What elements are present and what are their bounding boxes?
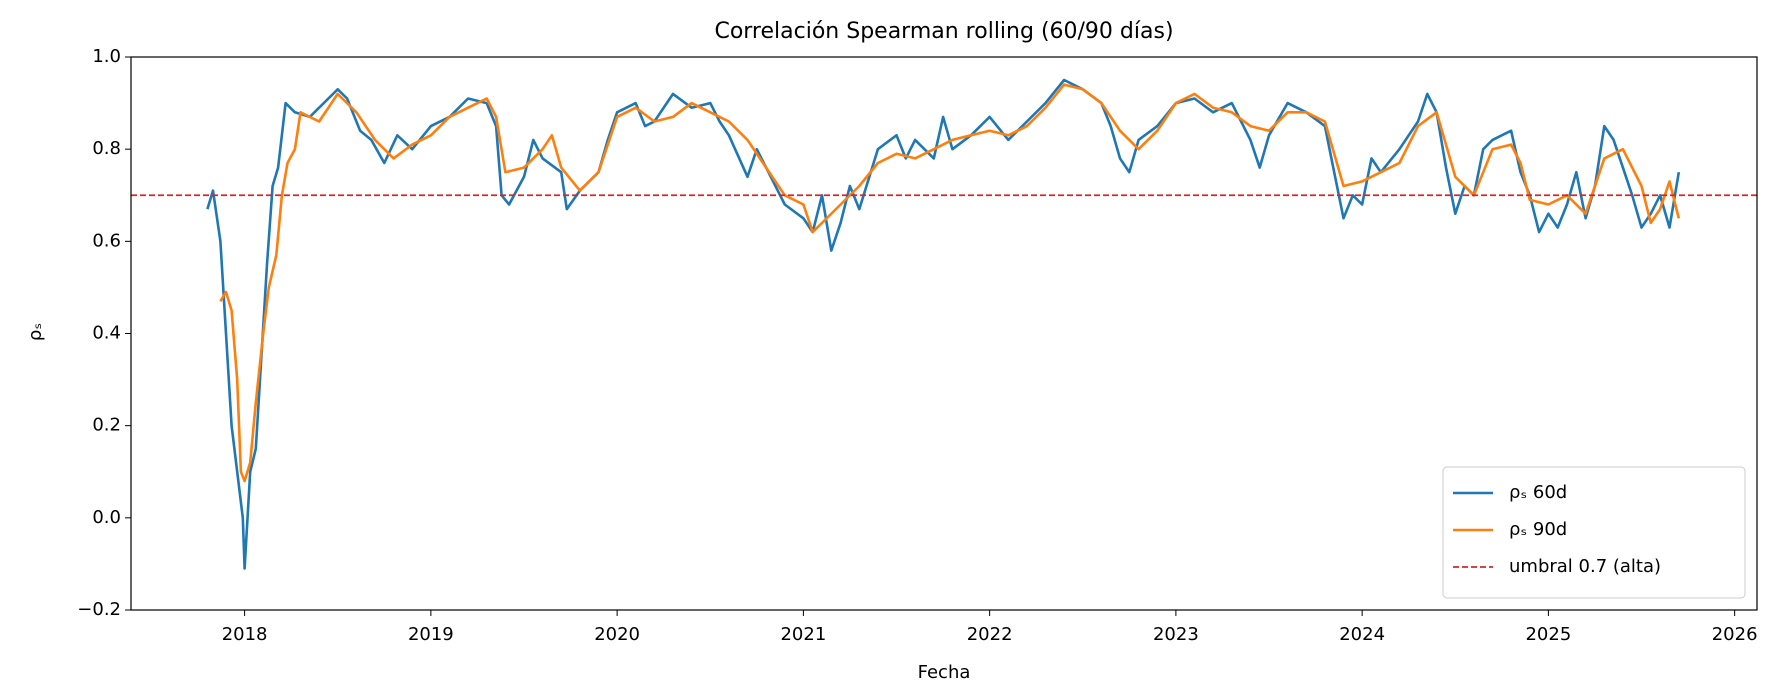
- y-tick-label: 0.2: [92, 415, 121, 436]
- series-line: [219, 83, 1681, 483]
- y-tick-label: 0.8: [92, 138, 121, 159]
- y-tick-label: 0.6: [92, 230, 121, 251]
- x-tick-label: 2019: [408, 624, 454, 645]
- y-axis-label: ρₛ: [25, 323, 46, 341]
- x-tick-label: 2021: [780, 624, 826, 645]
- legend-label: ρₛ 90d: [1509, 519, 1567, 540]
- x-axis-label: Fecha: [918, 662, 971, 683]
- x-tick-label: 2018: [222, 624, 268, 645]
- x-tick-label: 2023: [1153, 624, 1199, 645]
- y-tick-label: 0.4: [92, 323, 121, 344]
- series-line: [206, 78, 1681, 570]
- y-tick-label: 0.0: [92, 507, 121, 528]
- x-tick-label: 2022: [967, 624, 1013, 645]
- legend-box: [1442, 466, 1746, 599]
- x-tick-label: 2026: [1712, 624, 1758, 645]
- x-tick-label: 2025: [1525, 624, 1571, 645]
- chart-title: Correlación Spearman rolling (60/90 días…: [714, 19, 1173, 44]
- y-tick-label: 1.0: [92, 46, 121, 67]
- y-tick-label: −0.2: [77, 599, 121, 620]
- x-tick-label: 2020: [594, 624, 640, 645]
- legend-label: ρₛ 60d: [1509, 482, 1567, 503]
- x-tick-label: 2024: [1339, 624, 1385, 645]
- plot-frame: [130, 56, 1758, 611]
- legend-label: umbral 0.7 (alta): [1509, 556, 1661, 577]
